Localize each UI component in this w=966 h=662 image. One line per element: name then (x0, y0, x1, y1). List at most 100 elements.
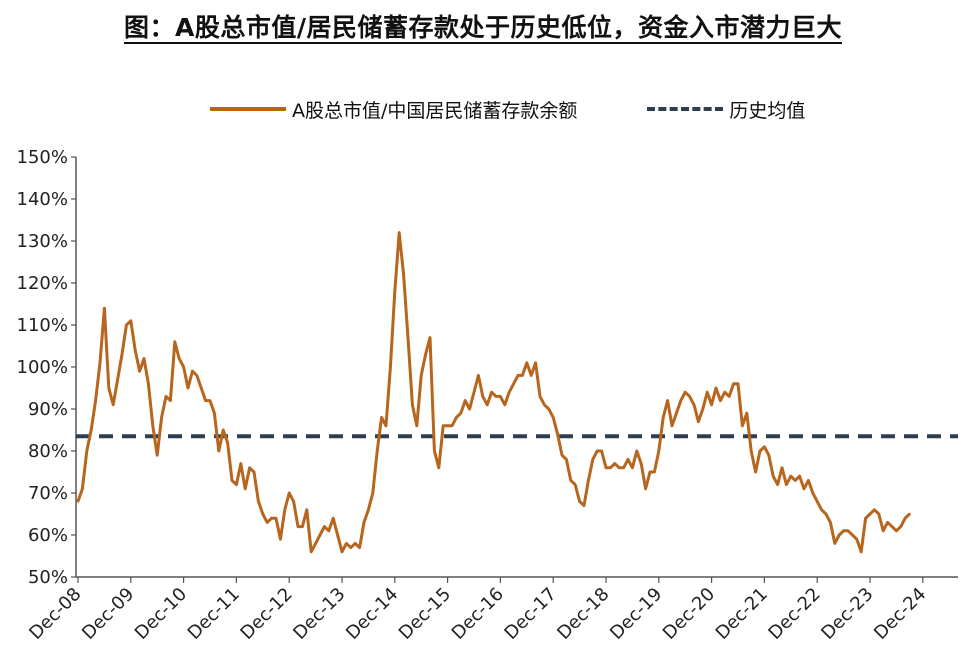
y-axis-ticks: 50% 60% 70% 80% 90% 100% 110% 120% 130% 140% 150% (17, 147, 76, 588)
data-point (877, 512, 880, 516)
x-tick-label: Dec-13 (289, 584, 349, 644)
y-tick-label: 80% (28, 441, 68, 462)
data-point (758, 449, 762, 453)
data-point (94, 399, 97, 402)
data-point (512, 382, 515, 385)
data-point (208, 399, 212, 402)
data-point (622, 466, 625, 469)
data-point (191, 370, 194, 373)
x-tick-label: Dec-08 (25, 584, 85, 644)
data-point (508, 391, 511, 394)
data-point (820, 508, 823, 511)
data-point (860, 550, 863, 553)
data-point (670, 424, 674, 427)
data-point (750, 449, 753, 453)
data-point (85, 449, 89, 453)
data-point (882, 529, 885, 532)
x-tick-label: Dec-10 (131, 584, 191, 644)
data-point (640, 462, 643, 465)
data-point (794, 479, 797, 482)
data-point (802, 487, 806, 490)
data-point (134, 349, 137, 352)
x-tick-label: Dec-19 (606, 584, 666, 644)
data-point (785, 483, 788, 486)
data-point (613, 462, 616, 465)
data-point (314, 542, 317, 545)
data-point (389, 365, 392, 369)
data-point (371, 491, 374, 495)
data-point (424, 353, 427, 356)
data-point (213, 412, 216, 415)
data-point (855, 538, 858, 541)
data-point (318, 533, 322, 537)
data-point (596, 449, 599, 453)
data-point (679, 399, 682, 402)
data-point (252, 470, 256, 474)
data-point (833, 542, 836, 545)
data-point (142, 357, 146, 360)
data-point (908, 512, 911, 516)
x-tick-label: Dec-21 (712, 584, 772, 644)
x-tick-label: Dec-20 (659, 584, 719, 644)
data-point (890, 525, 894, 528)
data-point (499, 395, 502, 398)
data-point (842, 529, 845, 532)
data-point (697, 420, 700, 423)
data-point (547, 407, 550, 411)
data-point (798, 475, 801, 478)
x-tick-label: Dec-09 (78, 584, 138, 644)
data-point (301, 525, 304, 528)
data-point (472, 391, 476, 394)
data-point (200, 386, 203, 390)
data-point (305, 508, 308, 511)
data-point (464, 399, 467, 402)
data-point (626, 458, 630, 461)
data-point (587, 479, 590, 482)
x-tick-label: Dec-22 (764, 584, 824, 644)
data-point (701, 407, 704, 411)
data-point (182, 365, 185, 369)
data-point (736, 382, 740, 385)
data-point (895, 529, 898, 532)
data-point (899, 525, 902, 528)
y-tick-label: 140% (17, 189, 68, 210)
data-point (719, 399, 722, 402)
data-point (98, 361, 102, 364)
data-point (349, 546, 352, 549)
data-point (415, 424, 418, 427)
data-point (138, 370, 141, 373)
data-point (644, 487, 647, 490)
data-point (178, 357, 181, 360)
data-point (279, 538, 282, 541)
data-point (169, 399, 172, 402)
data-point (600, 449, 603, 453)
data-point (398, 231, 401, 234)
data-point (103, 307, 106, 310)
data-point (173, 340, 176, 343)
data-point (763, 445, 766, 448)
data-point (147, 382, 150, 385)
data-point (406, 336, 410, 339)
data-point (248, 466, 251, 469)
data-point (164, 395, 168, 398)
x-tick-label: Dec-18 (553, 584, 613, 644)
data-point (292, 500, 295, 503)
data-point (376, 449, 379, 453)
data-point (296, 525, 300, 528)
data-point (816, 500, 819, 503)
data-point (534, 361, 537, 364)
y-tick-label: 50% (28, 567, 68, 588)
data-point (244, 487, 247, 490)
data-point (367, 508, 370, 511)
data-point (767, 454, 770, 457)
data-point (477, 374, 480, 377)
x-tick-label: Dec-15 (395, 584, 455, 644)
data-point (565, 458, 568, 461)
data-point (112, 403, 115, 406)
data-point (455, 416, 458, 419)
data-point (780, 466, 784, 469)
data-point (732, 382, 735, 385)
x-tick-label: Dec-16 (448, 584, 508, 644)
data-point (503, 403, 506, 406)
x-tick-label: Dec-14 (342, 584, 402, 644)
